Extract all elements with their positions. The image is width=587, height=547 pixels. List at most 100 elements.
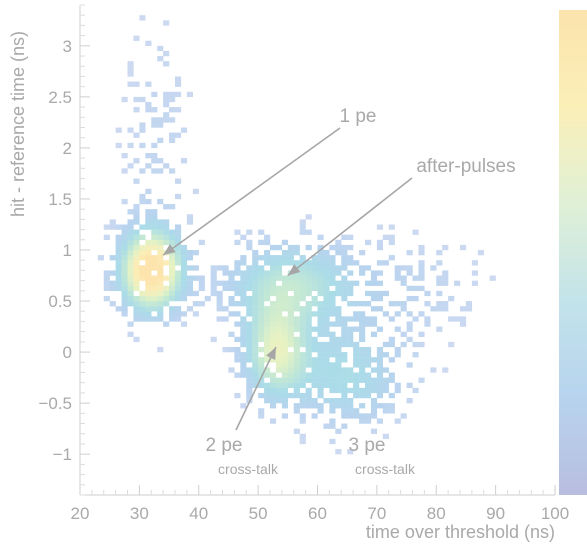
heatmap-cell bbox=[246, 239, 253, 246]
heatmap-cell bbox=[376, 372, 384, 378]
heatmap-cell bbox=[436, 306, 443, 312]
heatmap-cell bbox=[234, 229, 241, 235]
heatmap-cell bbox=[121, 280, 128, 286]
heatmap-cell bbox=[406, 362, 413, 368]
heatmap-cell bbox=[347, 244, 354, 251]
heatmap-cell bbox=[145, 153, 152, 159]
heatmap-cell bbox=[323, 341, 330, 348]
heatmap-cell bbox=[299, 275, 306, 281]
heatmap-cell bbox=[234, 270, 241, 276]
heatmap-cell bbox=[157, 117, 164, 123]
annotation-3-pe: 3 pe bbox=[349, 435, 386, 456]
heatmap-cell bbox=[353, 352, 360, 358]
heatmap-cell bbox=[299, 433, 306, 440]
heatmap-cell bbox=[151, 275, 158, 281]
heatmap-cell bbox=[204, 295, 211, 302]
heatmap-cell bbox=[163, 50, 170, 57]
heatmap-cell bbox=[175, 76, 182, 82]
heatmap-cell bbox=[353, 382, 360, 389]
heatmap-cell bbox=[311, 301, 318, 307]
heatmap-cell bbox=[460, 316, 467, 322]
heatmap-cell bbox=[151, 234, 158, 240]
x-tick-label: 40 bbox=[189, 504, 208, 523]
heatmap-cell bbox=[341, 403, 348, 409]
heatmap-cell bbox=[281, 260, 289, 266]
annotation-3-pe-cross-talk: cross-talk bbox=[355, 461, 416, 477]
heatmap-cell bbox=[133, 316, 140, 322]
heatmap-cell bbox=[388, 341, 395, 348]
heatmap-cell bbox=[335, 377, 342, 383]
heatmap-cell bbox=[341, 413, 348, 419]
heatmap-cell bbox=[359, 352, 366, 358]
heatmap-cell bbox=[133, 306, 140, 312]
heatmap-cell bbox=[335, 265, 342, 271]
heatmap-cell bbox=[163, 117, 170, 123]
heatmap-cell bbox=[109, 285, 116, 292]
heatmap-cell bbox=[347, 285, 354, 292]
heatmap-cell bbox=[180, 285, 188, 292]
heatmap-cell bbox=[323, 255, 330, 261]
heatmap-cell bbox=[258, 255, 265, 261]
heatmap-cell bbox=[317, 341, 324, 348]
heatmap-cell bbox=[157, 239, 164, 246]
heatmap-cell bbox=[388, 392, 395, 399]
heatmap-cell bbox=[169, 255, 176, 261]
heatmap-cell bbox=[216, 306, 223, 312]
heatmap-cell bbox=[264, 346, 271, 353]
heatmap-cell bbox=[157, 270, 164, 276]
heatmap-cell bbox=[365, 301, 372, 307]
heatmap-cell bbox=[222, 316, 229, 322]
heatmap-cell bbox=[145, 188, 152, 195]
heatmap-cell bbox=[258, 316, 265, 322]
heatmap-cell bbox=[329, 301, 336, 307]
heatmap-cell bbox=[151, 117, 158, 123]
heatmap-cell bbox=[258, 408, 265, 414]
heatmap-cell bbox=[329, 423, 336, 429]
heatmap-cell bbox=[376, 352, 384, 358]
heatmap-cell bbox=[133, 255, 140, 261]
heatmap-cell bbox=[347, 316, 354, 322]
heatmap-cell bbox=[240, 321, 247, 327]
heatmap-cell bbox=[311, 295, 318, 302]
heatmap-cell bbox=[145, 163, 152, 169]
heatmap-cell bbox=[121, 239, 128, 246]
heatmap-cell bbox=[275, 321, 283, 327]
heatmap-cell bbox=[216, 290, 223, 297]
heatmap-cell bbox=[115, 280, 122, 286]
heatmap-cell bbox=[163, 20, 170, 26]
heatmap-cell bbox=[305, 392, 312, 399]
heatmap-cell bbox=[418, 341, 425, 348]
x-axis-title: time over threshold (ns) bbox=[366, 522, 555, 542]
heatmap-cell bbox=[281, 285, 289, 292]
heatmap-cell bbox=[264, 250, 271, 256]
heatmap-cell bbox=[365, 352, 372, 358]
heatmap-cell bbox=[121, 244, 128, 251]
heatmap-cell bbox=[281, 295, 289, 302]
heatmap-cell bbox=[228, 280, 235, 286]
heatmap-cell bbox=[169, 229, 176, 235]
heatmap-cell bbox=[370, 270, 378, 276]
heatmap-cell bbox=[157, 295, 164, 302]
heatmap-cell bbox=[442, 275, 449, 281]
heatmap-cell bbox=[133, 219, 140, 225]
heatmap-cell bbox=[293, 336, 300, 343]
heatmap-cell bbox=[127, 224, 134, 230]
heatmap-cell bbox=[365, 362, 372, 368]
heatmap-cell bbox=[335, 311, 342, 317]
heatmap-cell bbox=[186, 290, 194, 297]
heatmap-cell bbox=[145, 311, 152, 317]
heatmap-cell bbox=[252, 260, 259, 266]
heatmap-cell bbox=[335, 239, 342, 246]
heatmap-cell bbox=[264, 326, 271, 332]
heatmap-cell bbox=[347, 260, 354, 266]
heatmap-cell bbox=[335, 346, 342, 353]
heatmap-cell bbox=[323, 290, 330, 297]
arrow-2-pe bbox=[235, 346, 277, 431]
heatmap-cell bbox=[192, 290, 199, 297]
heatmap-cell bbox=[335, 244, 342, 251]
heatmap-cell bbox=[145, 255, 152, 261]
heatmap-cell bbox=[341, 341, 348, 348]
heatmap-cell bbox=[121, 250, 128, 256]
heatmap-cell bbox=[299, 367, 306, 373]
heatmap-cell bbox=[370, 428, 378, 434]
